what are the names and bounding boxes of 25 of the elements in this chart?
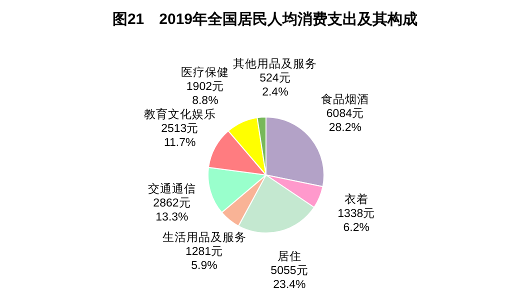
- chart-title: 图21 2019年全国居民人均消费支出及其构成: [112, 11, 418, 28]
- slice-label: 医疗保健: [181, 66, 230, 79]
- pie-slice: [238, 174, 315, 234]
- pie-slice: [256, 116, 266, 176]
- data-label: 524元 2.4%: [260, 71, 291, 98]
- data-label: 2862元 13.3%: [153, 196, 191, 224]
- data-label: 5055元 23.4%: [270, 264, 308, 292]
- slice-label: 教育文化娱乐: [144, 107, 216, 122]
- data-label: 1902元 8.8%: [186, 80, 224, 107]
- pie-slice: [266, 174, 324, 208]
- pie-slice: [208, 130, 266, 176]
- pie-slice: [221, 174, 266, 227]
- slice-label: 食品烟酒: [321, 93, 370, 106]
- pie-slice: [208, 166, 266, 213]
- data-label: 1338元 6.2%: [338, 206, 376, 234]
- slice-label: 交通通信: [148, 182, 196, 196]
- pie-slice: [266, 116, 324, 188]
- slice-label: 生活用品及服务: [162, 231, 246, 244]
- slice-label: 其他用品及服务: [233, 57, 318, 70]
- data-label: 6084元 28.2%: [326, 107, 364, 134]
- data-label: 1281元 5.9%: [185, 245, 224, 272]
- slice-label: 居住: [277, 250, 302, 264]
- slice-label: 衣着: [344, 192, 368, 206]
- data-label: 2513元 11.7%: [161, 122, 199, 150]
- pie-slice: [228, 117, 266, 176]
